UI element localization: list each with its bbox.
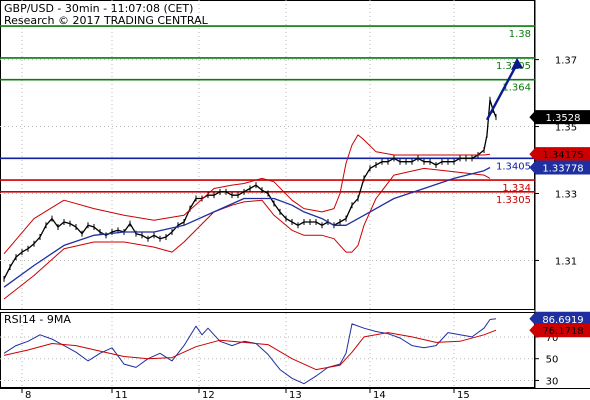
level-label-support: 1.334: [502, 183, 531, 194]
rsi-tick-label: 30: [546, 376, 559, 387]
price-tag-label-moving-average: 1.33778: [542, 163, 583, 174]
level-label-support: 1.3305: [496, 195, 531, 206]
day-tick-label: 15: [457, 390, 470, 400]
series-rsi-ma: [3, 329, 497, 371]
price-tag-last-price: [529, 110, 590, 125]
price-tag-label-last-price: 1.3528: [546, 113, 581, 124]
price-tag-rsi-ma: [529, 323, 590, 338]
rsi-tick-label: 70: [546, 333, 559, 344]
grid: [0, 0, 535, 387]
price-tag-label-rsi: 86.6919: [542, 315, 583, 326]
price-tag-label-upper-band: 1.34175: [542, 150, 583, 161]
price-tick-label: 1.37: [555, 56, 577, 67]
price-tick-label: 1.33: [555, 190, 577, 201]
copyright-line: Research © 2017 TRADING CENTRAL: [4, 14, 209, 27]
rsi-series: [3, 318, 497, 385]
level-label-resistance: 1.364: [502, 83, 531, 94]
forecast-arrow-shaft: [485, 63, 519, 121]
day-tick-label: 11: [115, 390, 128, 400]
axis-ticks: 1.37 1.35 1.33 1.31 8 11 12 13 14 15 70 50 30: [21, 56, 577, 400]
series-moving-average: [3, 166, 491, 288]
day-tick-label: 8: [25, 390, 31, 400]
chart-title: GBP/USD - 30min - 11:07:08 (CET): [4, 2, 193, 15]
forecast-arrow-head: [511, 57, 523, 70]
day-tick-label: 12: [202, 390, 215, 400]
price-tag-label-rsi-ma: 76.1718: [542, 326, 583, 337]
level-label-resistance: 1.38: [509, 29, 531, 40]
rsi-title: RSI14 - 9MA: [4, 313, 71, 326]
day-tick-label: 13: [289, 390, 302, 400]
rsi-panel: [0, 312, 535, 388]
series-bollinger-upper: [3, 134, 491, 255]
level-label-pivot: 1.3405: [496, 161, 531, 172]
day-tick-label: 14: [373, 390, 386, 400]
series-bollinger-lower: [3, 167, 491, 300]
price-tag-moving-average: [529, 160, 590, 175]
price-series: [3, 96, 497, 300]
price-tick-label: 1.31: [555, 256, 577, 267]
rsi-tick-label: 50: [546, 355, 559, 366]
forecast: [485, 57, 523, 121]
price-tick-label: 1.35: [555, 123, 577, 134]
price-tag-upper-band: [529, 147, 590, 162]
